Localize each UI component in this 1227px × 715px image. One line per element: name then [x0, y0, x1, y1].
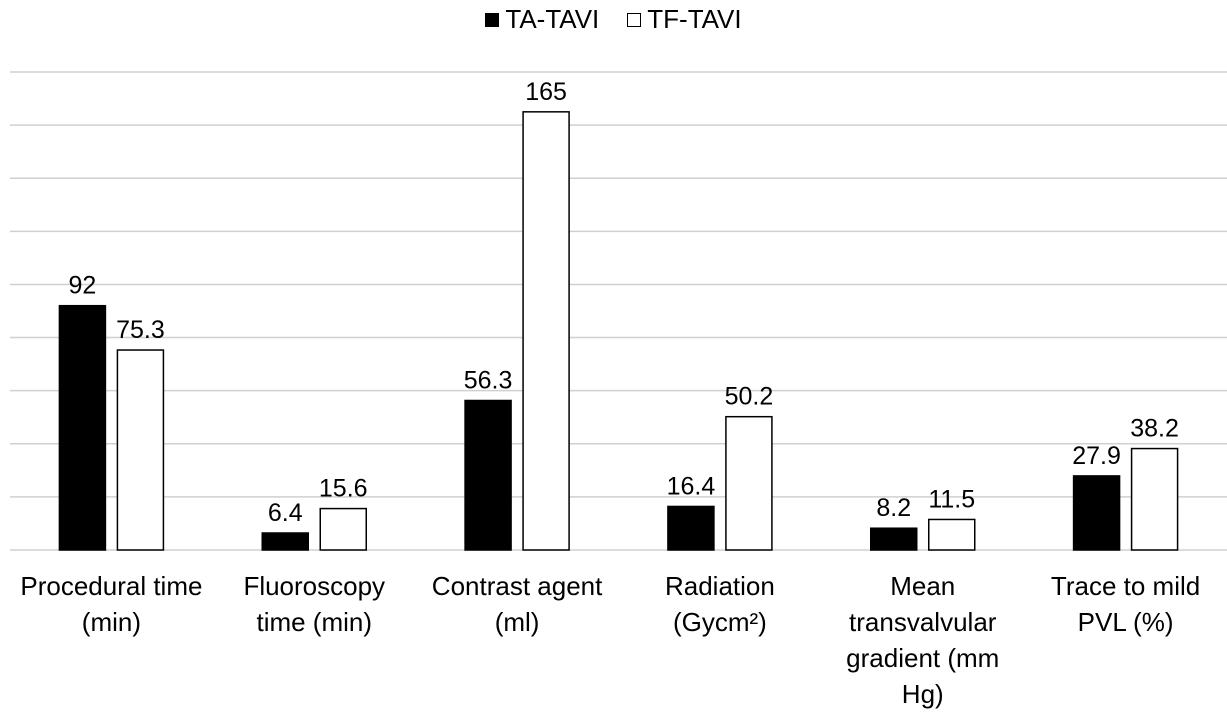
bar: [58, 304, 107, 551]
value-label: 165: [525, 78, 567, 106]
value-label: 15.6: [319, 475, 368, 503]
x-tick-label: Radiation (Gycm²): [664, 571, 775, 637]
bar: [1072, 475, 1121, 551]
legend-label: TF-TAVI: [647, 4, 742, 34]
bar: [667, 505, 715, 551]
legend-swatch: [627, 12, 642, 27]
bar: [464, 399, 512, 551]
bar: [261, 532, 309, 551]
value-label: 56.3: [464, 366, 513, 394]
value-label: 11.5: [928, 485, 975, 513]
x-tick-label: Trace to mild PVL (%): [1050, 571, 1201, 637]
x-tick-label: Fluoroscopy time (min): [243, 571, 386, 637]
bar: [319, 507, 367, 551]
bar: [116, 349, 165, 551]
x-tick-label: Mean transvalvular gradient (mm Hg): [846, 571, 1000, 709]
value-label: 50.2: [725, 383, 774, 411]
value-label: 27.9: [1072, 442, 1121, 470]
bar: [522, 111, 570, 551]
legend-swatch: [485, 12, 500, 27]
bar: [1130, 447, 1179, 551]
x-tick-label: Contrast agent (ml): [431, 571, 603, 637]
bar: [725, 415, 773, 551]
value-label: 38.2: [1130, 415, 1179, 443]
value-label: 92: [69, 272, 97, 300]
bar: [928, 518, 976, 551]
value-label: 75.3: [116, 316, 165, 344]
value-label: 6.4: [268, 499, 303, 527]
legend-item: TA-TAVI: [485, 4, 599, 35]
legend: TA-TAVI TF-TAVI: [0, 4, 1227, 35]
bar: [870, 527, 918, 551]
value-label: 8.2: [876, 494, 911, 522]
x-tick-label: Procedural time (min): [20, 571, 203, 637]
legend-item: TF-TAVI: [627, 4, 742, 35]
legend-label: TA-TAVI: [505, 4, 600, 34]
value-label: 16.4: [667, 472, 716, 500]
